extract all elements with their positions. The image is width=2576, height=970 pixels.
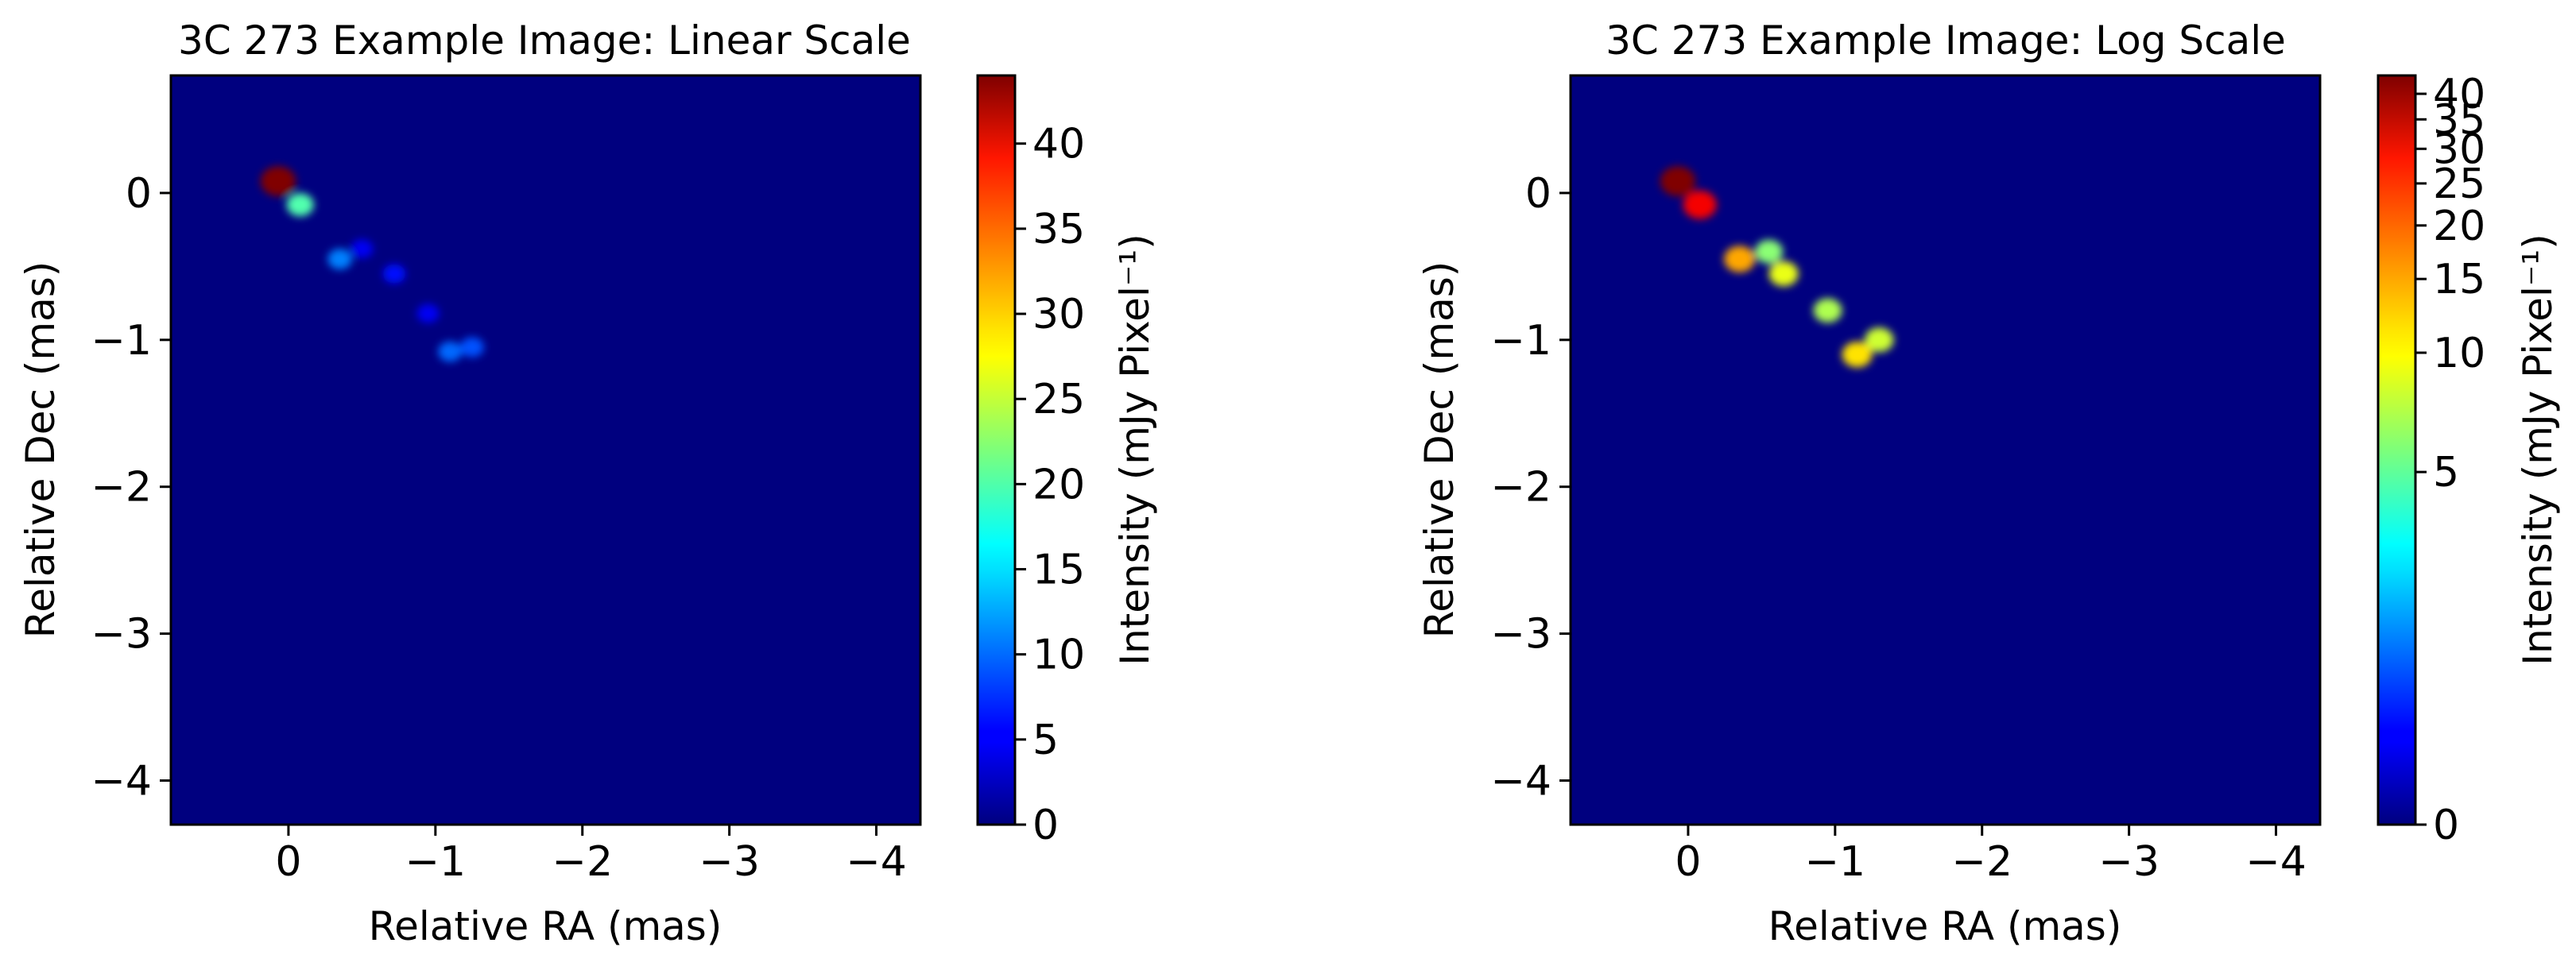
y-axis-label: Relative Dec (mas) <box>17 261 64 639</box>
colorbar-ticks: 0 5 10 15 20 25 30 35 40 <box>1015 121 1085 849</box>
colorbar-tick-label: 20 <box>2433 203 2485 250</box>
intensity-component <box>1842 342 1873 368</box>
y-ticks: 0 −1 −2 −3 −4 <box>1490 170 1571 806</box>
x-ticks: 0 −1 −2 −3 −4 <box>275 825 907 886</box>
colorbar-tick-label: 30 <box>1032 291 1085 338</box>
x-ticks: 0 −1 −2 −3 −4 <box>1675 825 2307 886</box>
y-axis-label: Relative Dec (mas) <box>1416 261 1462 639</box>
colorbar-tick-label: 15 <box>1032 547 1085 594</box>
colorbar <box>2377 74 2417 826</box>
colorbar-tick-label: 25 <box>2433 160 2485 208</box>
colorbar-tick-label: 0 <box>1032 802 1059 849</box>
plot-frame <box>1569 74 2322 826</box>
intensity-component <box>327 249 352 270</box>
colorbar-tick-label: 30 <box>2433 126 2485 173</box>
chart-title: 3C 273 Example Image: Log Scale <box>1606 17 2286 64</box>
x-axis-label: Relative RA (mas) <box>1768 903 2122 949</box>
intensity-component <box>1865 327 1894 353</box>
colorbar-tick-label: 10 <box>2433 330 2485 377</box>
x-axis-label: Relative RA (mas) <box>369 903 722 949</box>
colorbar-label: Intensity (mJy Pixel⁻¹) <box>2515 234 2561 666</box>
y-tick-label: −2 <box>1490 464 1551 512</box>
intensity-component <box>260 166 296 196</box>
intensity-component <box>1754 239 1784 264</box>
intensity-map <box>260 166 484 362</box>
intensity-component <box>460 337 484 357</box>
y-tick-label: −3 <box>1490 611 1551 659</box>
y-tick-label: −4 <box>1490 758 1551 806</box>
panel-log: 3C 273 Example Image: Log Scale 0 −1 −2 −3 −… <box>1416 17 2561 949</box>
colorbar-tick-label: 35 <box>2433 96 2485 144</box>
intensity-component <box>416 303 440 323</box>
x-tick-label: −3 <box>699 838 760 886</box>
colorbar-tick-label: 40 <box>1032 121 1085 168</box>
intensity-component <box>1660 166 1696 196</box>
x-tick-label: −1 <box>1804 838 1865 886</box>
colorbar-tick-label: 35 <box>1032 206 1085 253</box>
intensity-component <box>286 193 314 217</box>
colorbar-tick-label: 20 <box>1032 461 1085 508</box>
colorbar-label: Intensity (mJy Pixel⁻¹) <box>1112 234 1158 666</box>
colorbar-tick-label: 25 <box>1032 376 1085 423</box>
intensity-map <box>1660 166 1894 368</box>
x-tick-label: 0 <box>275 838 301 886</box>
colorbar-tick-label: 15 <box>2433 256 2485 303</box>
y-tick-label: −2 <box>91 464 152 512</box>
intensity-component <box>1683 190 1717 219</box>
y-tick-label: 0 <box>126 170 152 218</box>
colorbar-tick-label: 5 <box>2433 449 2459 497</box>
plot-frame <box>169 74 922 826</box>
panel-linear: 3C 273 Example Image: Linear Scale 0 −1 −2… <box>17 17 1158 949</box>
chart-title: 3C 273 Example Image: Linear Scale <box>178 17 911 64</box>
y-ticks: 0 −1 −2 −3 −4 <box>91 170 171 806</box>
x-tick-label: −2 <box>1951 838 2012 886</box>
colorbar-tick-label: 5 <box>1032 717 1059 764</box>
colorbar-tick-label: 10 <box>1032 632 1085 679</box>
intensity-component <box>1724 245 1756 272</box>
colorbar-tick-label: 40 <box>2433 71 2485 118</box>
y-tick-label: −1 <box>91 317 152 365</box>
x-tick-label: −4 <box>846 838 907 886</box>
x-tick-label: 0 <box>1675 838 1701 886</box>
y-tick-label: −4 <box>91 758 152 806</box>
x-tick-label: −1 <box>405 838 466 886</box>
colorbar-tick-label: 0 <box>2433 802 2459 849</box>
intensity-component <box>1813 298 1842 323</box>
intensity-component <box>438 341 463 362</box>
y-tick-label: 0 <box>1525 170 1551 218</box>
x-tick-label: −4 <box>2245 838 2307 886</box>
x-tick-label: −2 <box>552 838 613 886</box>
intensity-component <box>1768 261 1799 287</box>
intensity-component <box>382 264 406 284</box>
y-tick-label: −3 <box>91 611 152 659</box>
colorbar <box>976 74 1017 826</box>
x-tick-label: −3 <box>2098 838 2160 886</box>
intensity-component <box>351 239 374 259</box>
y-tick-label: −1 <box>1490 317 1551 365</box>
